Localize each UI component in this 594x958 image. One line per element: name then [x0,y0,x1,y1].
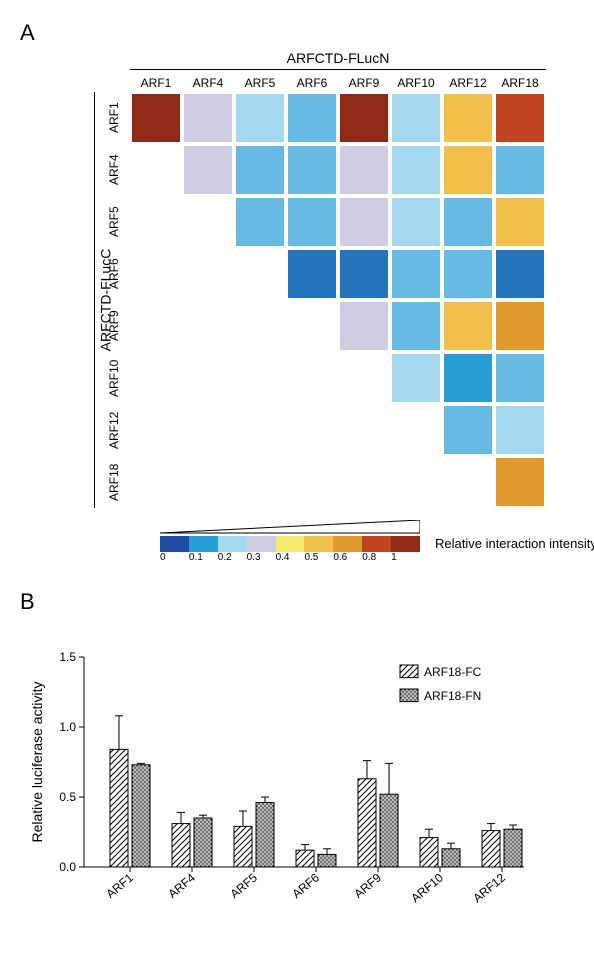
col-label: ARF6 [286,72,338,92]
x-tick-label: ARF9 [351,870,384,901]
heatmap-cell [340,198,388,246]
bar [482,831,500,867]
heatmap-cell [392,354,440,402]
bar [132,765,150,867]
heatmap-cell [288,94,336,142]
heatmap-cell [496,146,544,194]
bar [256,803,274,867]
heatmap-cell [392,94,440,142]
y-tick: 0.0 [59,860,76,874]
heatmap-cell [392,198,440,246]
heatmap-row-bar [94,92,95,508]
x-tick-label: ARF10 [408,870,446,905]
heatmap-cell [288,146,336,194]
legend-swatch [400,665,418,678]
heatmap-cell [496,198,544,246]
heatmap-cell [392,302,440,350]
heatmap-cell [340,250,388,298]
bar [194,818,212,867]
heatmap-cell [444,198,492,246]
x-tick-label: ARF4 [165,870,198,901]
legend-text: ARF18-FN [424,689,481,703]
row-label: ARF12 [100,404,128,456]
row-label: ARF5 [100,196,128,248]
bar-chart-svg: 0.0 0.5 1.0 1.5 Relative luciferase activity… [20,645,540,935]
bar [442,849,460,867]
heatmap-top-title: ARFCTD-FLucN [130,50,546,70]
col-label: ARF9 [338,72,390,92]
heatmap: ARFCTD-FLucN ARF1ARF4ARF5ARF6ARF9ARF10AR… [50,50,574,563]
col-label: ARF5 [234,72,286,92]
legend-color-strip [160,536,420,552]
heatmap-row-labels: ARF1ARF4ARF5ARF6ARF9ARF10ARF12ARF18 [100,92,128,508]
panel-a-label: A [20,20,574,46]
legend-wedge-icon [160,520,420,534]
row-label: ARF1 [100,92,128,144]
heatmap-cell [496,354,544,402]
bar [234,826,252,867]
heatmap-cell [340,302,388,350]
bar-chart: 0.0 0.5 1.0 1.5 Relative luciferase activity… [20,645,574,938]
heatmap-cell [444,250,492,298]
x-tick-label: ARF1 [103,870,136,901]
heatmap-cell [236,146,284,194]
heatmap-legend: 00.10.20.30.40.50.60.81 Relative interac… [160,520,574,563]
col-label: ARF10 [390,72,442,92]
row-label: ARF10 [100,352,128,404]
bar [504,829,522,867]
heatmap-cell [444,354,492,402]
bar [358,779,376,867]
legend-swatch [400,689,418,702]
y-tick: 1.0 [59,720,76,734]
heatmap-cell [444,94,492,142]
row-label: ARF6 [100,248,128,300]
row-label: ARF18 [100,456,128,508]
bar [110,749,128,867]
heatmap-cell [392,250,440,298]
legend-ticks: 00.10.20.30.40.50.60.81 [160,552,420,563]
bar [380,794,398,867]
x-tick-label: ARF6 [289,870,322,901]
col-label: ARF18 [494,72,546,92]
y-axis-label: Relative luciferase activity [29,681,45,842]
heatmap-cell [184,94,232,142]
y-tick: 1.5 [59,650,76,664]
row-label: ARF4 [100,144,128,196]
heatmap-cell [288,250,336,298]
col-label: ARF4 [182,72,234,92]
heatmap-cell [340,94,388,142]
heatmap-cell [392,146,440,194]
legend-label: Relative interaction intensity [435,536,594,551]
heatmap-cell [184,146,232,194]
heatmap-col-labels: ARF1ARF4ARF5ARF6ARF9ARF10ARF12ARF18 [130,72,574,92]
bar [420,838,438,867]
heatmap-cell [444,302,492,350]
heatmap-cell [236,94,284,142]
heatmap-cell [496,458,544,506]
col-label: ARF1 [130,72,182,92]
heatmap-cell [236,198,284,246]
col-label: ARF12 [442,72,494,92]
heatmap-cell [444,406,492,454]
heatmap-cell [288,198,336,246]
bar [296,850,314,867]
heatmap-cell [496,302,544,350]
bar [172,824,190,867]
row-label: ARF9 [100,300,128,352]
heatmap-cell [496,250,544,298]
heatmap-cell [496,406,544,454]
heatmap-cell [496,94,544,142]
heatmap-cell [132,94,180,142]
heatmap-grid [130,92,574,508]
heatmap-cell [340,146,388,194]
legend-text: ARF18-FC [424,665,482,679]
panel-b-label: B [20,589,574,615]
heatmap-cell [444,146,492,194]
x-tick-label: ARF12 [470,870,508,905]
x-tick-label: ARF5 [227,870,260,901]
bar [318,854,336,867]
y-tick: 0.5 [59,790,76,804]
